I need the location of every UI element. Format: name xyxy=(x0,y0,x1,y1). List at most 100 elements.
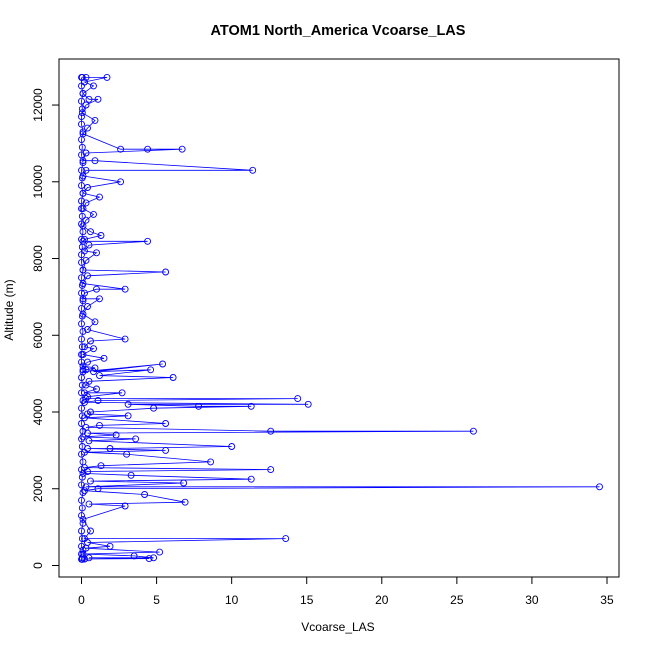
data-point xyxy=(112,431,120,439)
data-point xyxy=(97,462,105,470)
data-point xyxy=(78,466,85,474)
y-axis: 0 2000 4000 6000 8000 10000 12000 xyxy=(31,88,60,569)
data-point xyxy=(78,420,85,427)
data-point xyxy=(78,97,85,105)
data-point xyxy=(79,189,87,197)
data-point xyxy=(78,535,86,543)
data-point xyxy=(103,73,111,81)
data-point xyxy=(87,337,94,345)
data-point xyxy=(93,249,100,257)
data-point xyxy=(78,136,85,144)
data-point xyxy=(81,343,88,351)
data-point xyxy=(78,343,86,351)
data-point xyxy=(78,412,86,420)
data-point xyxy=(96,295,103,303)
data-point xyxy=(81,487,88,495)
data-point xyxy=(596,483,603,491)
y-axis-label: Altitude (m) xyxy=(2,279,16,340)
data-point xyxy=(469,427,477,435)
data-point xyxy=(159,360,167,368)
data-point xyxy=(85,241,93,249)
data-point xyxy=(78,554,86,562)
data-point xyxy=(78,251,85,259)
data-point xyxy=(78,481,85,489)
data-point xyxy=(145,555,153,563)
data-point xyxy=(78,235,85,243)
data-point xyxy=(78,289,85,297)
data-point xyxy=(79,128,87,136)
y-tick-label: 10000 xyxy=(31,165,45,199)
data-point xyxy=(249,166,257,174)
data-point xyxy=(84,124,91,132)
data-point xyxy=(94,397,102,404)
x-tick-label: 30 xyxy=(525,593,539,607)
data-point xyxy=(78,504,86,512)
data-point xyxy=(162,268,170,276)
data-point xyxy=(247,475,255,483)
y-tick-label: 2000 xyxy=(31,475,45,502)
data-point xyxy=(78,120,85,128)
data-point xyxy=(91,157,99,165)
data-point xyxy=(85,95,93,103)
data-point xyxy=(78,312,86,320)
data-point xyxy=(282,535,290,543)
data-point xyxy=(162,420,170,427)
data-point xyxy=(78,443,86,450)
data-point xyxy=(78,197,85,205)
data-point xyxy=(82,73,90,81)
data-point xyxy=(78,212,86,220)
data-point xyxy=(78,320,85,328)
data-point xyxy=(79,469,87,477)
data-point xyxy=(84,393,91,401)
data-point xyxy=(181,498,189,506)
data-point xyxy=(178,145,186,153)
data-point xyxy=(82,199,90,207)
data-point xyxy=(79,489,87,497)
data-point xyxy=(144,145,152,153)
data-point xyxy=(81,414,88,422)
data-point xyxy=(84,272,91,280)
data-point xyxy=(96,372,103,380)
data-point xyxy=(117,178,125,186)
data-point xyxy=(96,193,103,201)
data-point xyxy=(85,554,93,562)
x-tick-label: 25 xyxy=(450,593,464,607)
data-point xyxy=(78,82,85,90)
x-axis: 0 5 10 15 20 25 30 35 xyxy=(78,576,614,607)
data-point xyxy=(78,304,85,312)
series-line xyxy=(81,77,600,560)
data-point xyxy=(82,381,90,389)
data-point xyxy=(79,228,87,236)
data-point xyxy=(132,435,140,443)
data-point xyxy=(78,166,85,174)
data-point xyxy=(79,366,87,374)
data-point xyxy=(79,159,87,167)
data-point xyxy=(85,500,93,508)
data-point xyxy=(79,519,87,527)
x-tick-label: 35 xyxy=(600,593,614,607)
data-point xyxy=(87,477,94,485)
data-point xyxy=(162,446,170,454)
data-point xyxy=(79,397,87,404)
data-point xyxy=(84,468,91,475)
data-point xyxy=(117,145,125,153)
data-point xyxy=(124,412,132,420)
data-point xyxy=(87,228,94,236)
data-point xyxy=(267,427,275,435)
data-point xyxy=(304,400,312,408)
data-point xyxy=(106,445,114,452)
data-point xyxy=(121,285,129,293)
data-point xyxy=(82,166,90,174)
data-point xyxy=(78,105,86,113)
data-point xyxy=(78,73,85,81)
data-point xyxy=(79,546,87,554)
data-point xyxy=(228,443,236,450)
data-point xyxy=(78,389,85,397)
data-point xyxy=(150,554,158,562)
data-point xyxy=(123,450,131,458)
data-point xyxy=(195,402,203,410)
x-tick-label: 0 xyxy=(78,593,85,607)
data-point xyxy=(78,151,85,159)
y-tick-label: 6000 xyxy=(31,322,45,349)
